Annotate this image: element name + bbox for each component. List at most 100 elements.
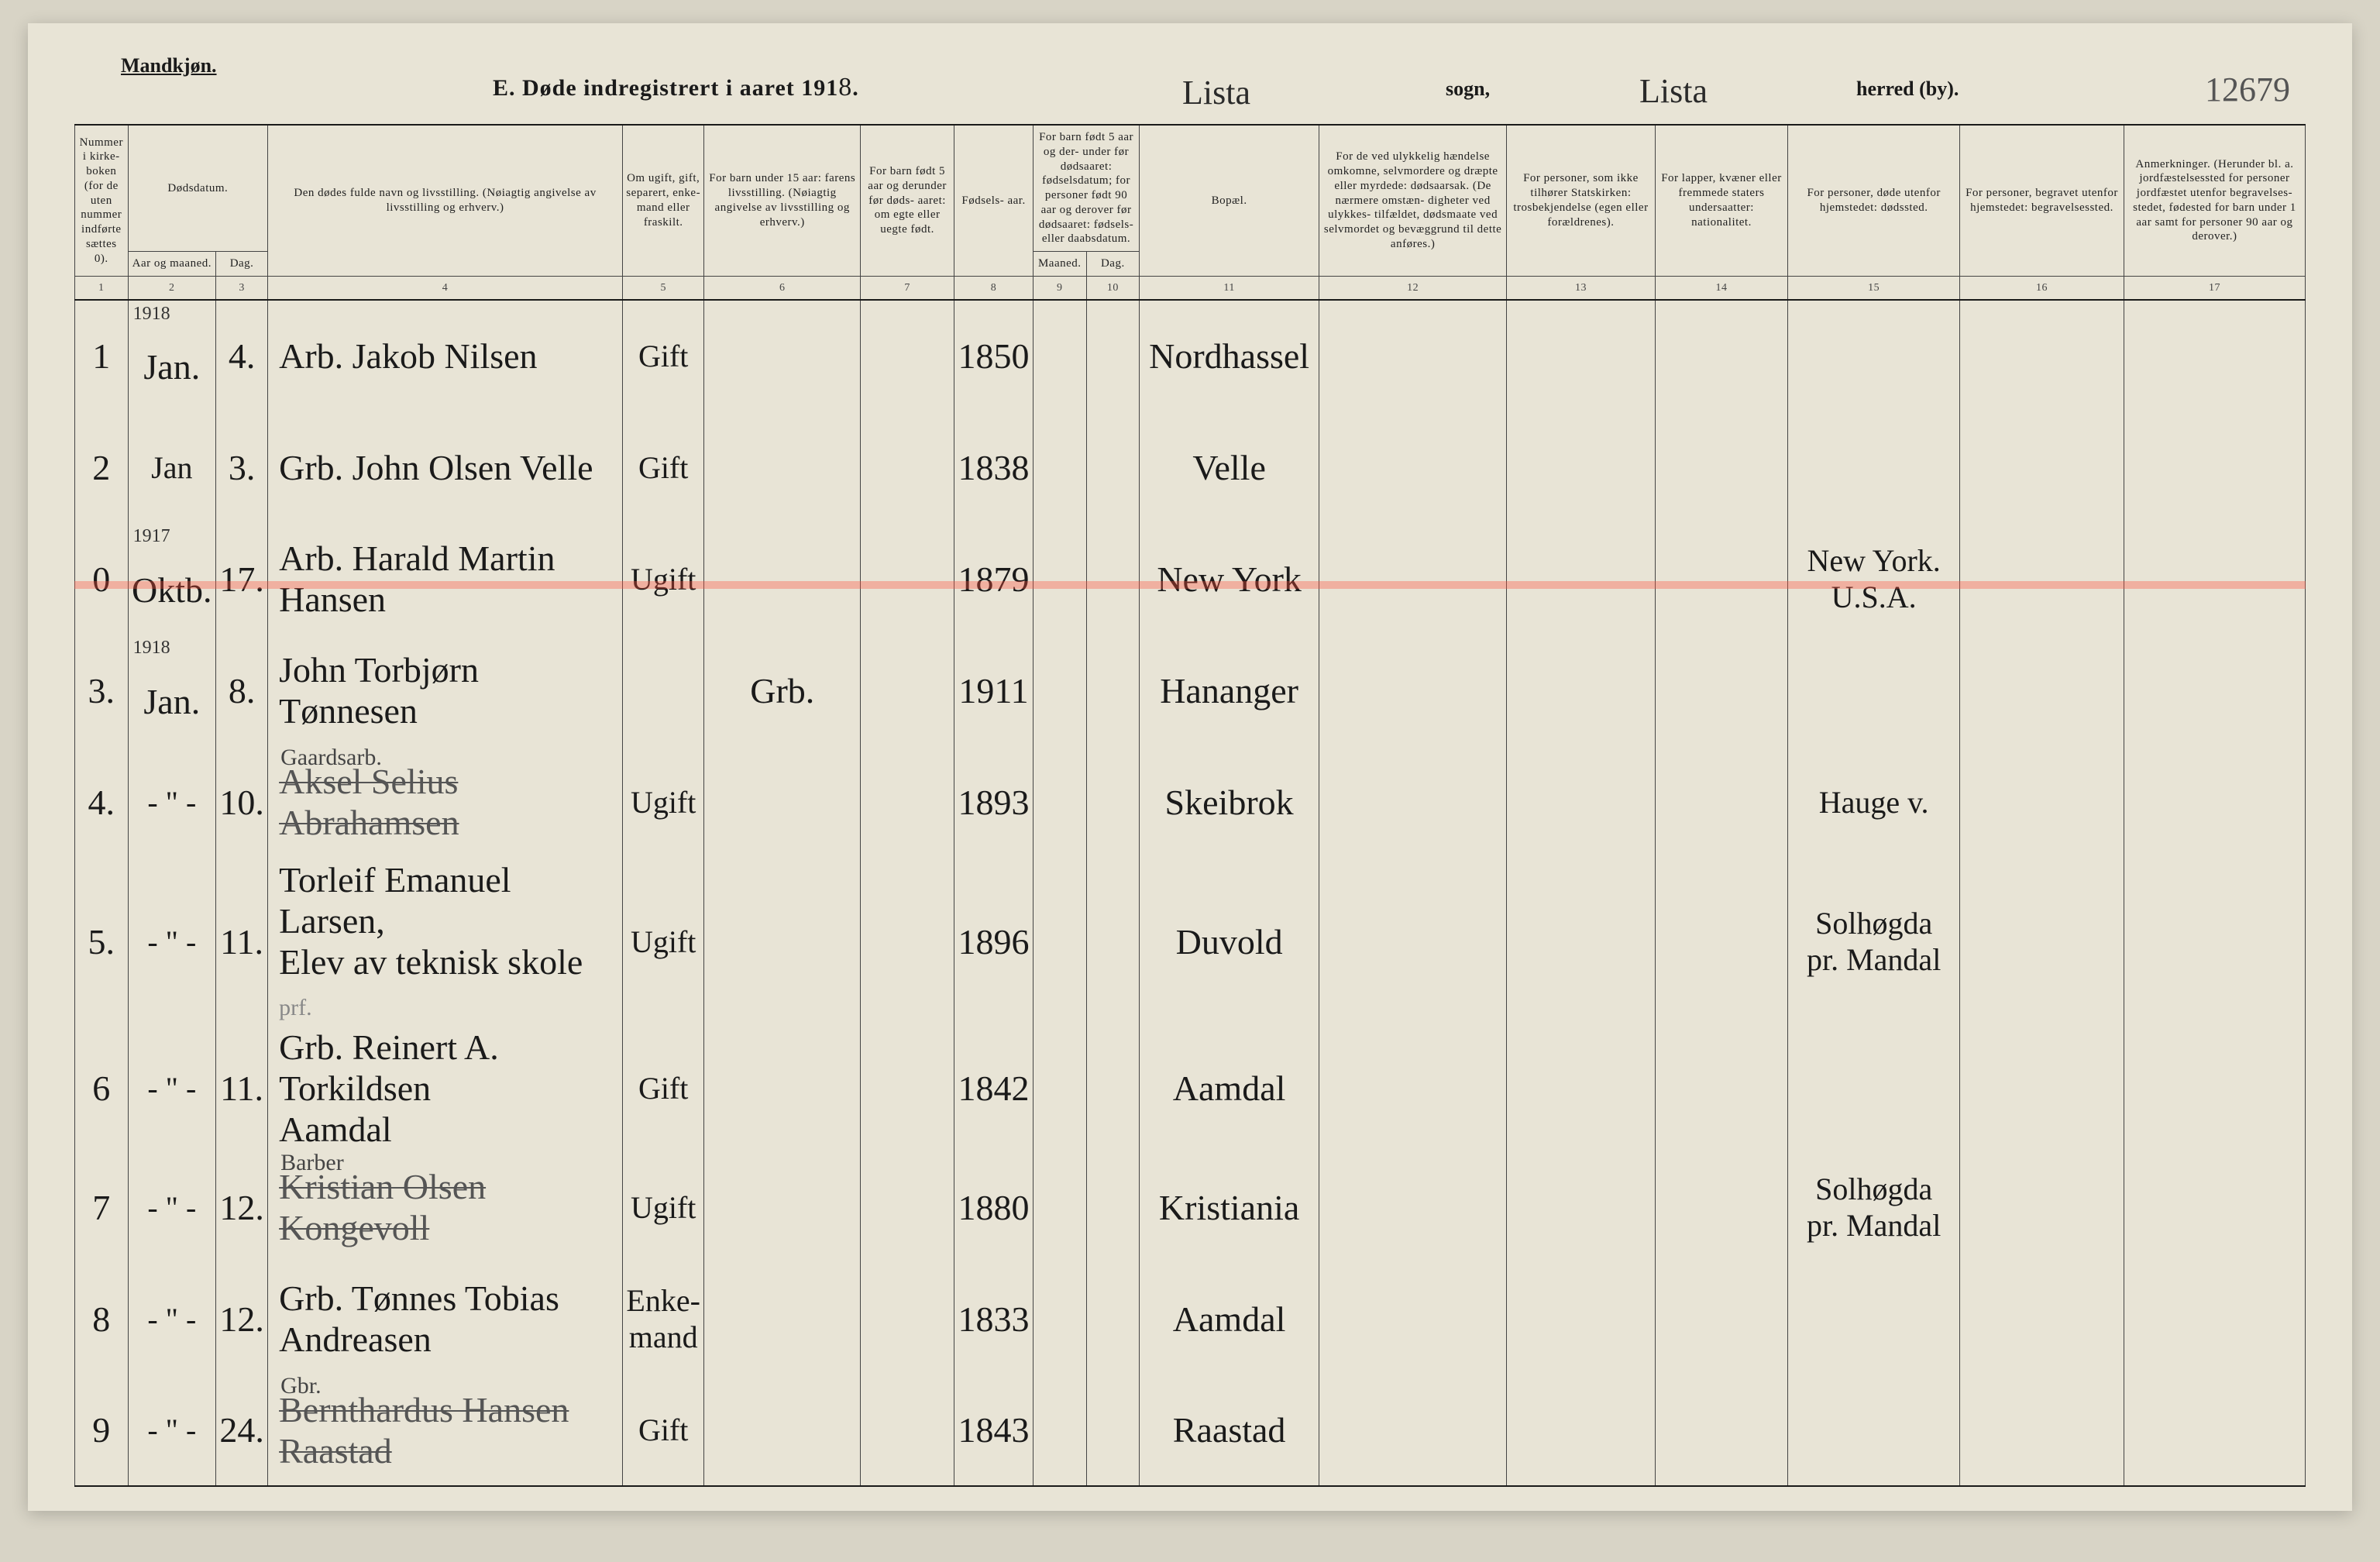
cell-num: 8 <box>75 1263 129 1374</box>
col-header-2: Aar og maaned. <box>128 252 215 277</box>
cell-legit <box>861 1151 954 1263</box>
cell-nationality <box>1655 300 1787 411</box>
cell-marital: Ugift <box>622 1151 703 1263</box>
cell-month: 1918Jan. <box>128 635 215 746</box>
cell-parent <box>704 523 861 635</box>
page-title: E. Døde indregistrert i aaret 1918. <box>493 73 859 102</box>
cell-cause <box>1319 858 1507 1025</box>
cell-name: Grb. Tønnes Tobias Andreasen <box>268 1263 623 1374</box>
cell-place: Velle <box>1140 411 1319 523</box>
colnum: 11 <box>1140 276 1319 300</box>
cell-birth: 1893 <box>954 746 1034 858</box>
table-header: Nummer i kirke- boken (for de uten numme… <box>75 125 2306 300</box>
cell-parent <box>704 300 861 411</box>
cell-cause <box>1319 1263 1507 1374</box>
ledger-table: Nummer i kirke- boken (for de uten numme… <box>74 124 2306 1487</box>
cell-nationality <box>1655 411 1787 523</box>
cell-remarks <box>2124 300 2305 411</box>
cell-deathplace: Solhøgdapr. Mandal <box>1788 1151 1960 1263</box>
cell-burial <box>1960 746 2124 858</box>
cell-deathplace <box>1788 1025 1960 1151</box>
cell-burial <box>1960 858 2124 1025</box>
cell-legit <box>861 635 954 746</box>
cell-legit <box>861 1263 954 1374</box>
cell-deathplace: Hauge v. <box>1788 746 1960 858</box>
col-header-4: Den dødes fulde navn og livsstilling. (N… <box>268 125 623 276</box>
ledger-page: Mandkjøn. E. Døde indregistrert i aaret … <box>28 23 2352 1511</box>
cell-nationality <box>1655 523 1787 635</box>
cell-legit <box>861 523 954 635</box>
table-row: 4.- " -10.Gaardsarb.Aksel Selius Abraham… <box>75 746 2306 858</box>
cell-name: John Torbjørn Tønnesen <box>268 635 623 746</box>
cell-num: 7 <box>75 1151 129 1263</box>
col-header-3: Dag. <box>216 252 268 277</box>
cell-name: Arb. Jakob Nilsen <box>268 300 623 411</box>
cell-day: 17. <box>216 523 268 635</box>
cell-place: Kristiania <box>1140 1151 1319 1263</box>
cell-nationality <box>1655 858 1787 1025</box>
col-header-15: For personer, døde utenfor hjemstedet: d… <box>1788 125 1960 276</box>
cell-cause <box>1319 411 1507 523</box>
cell-birth-day <box>1086 300 1140 411</box>
sogn-handwritten: Lista <box>1182 73 1250 112</box>
cell-cause <box>1319 1374 1507 1486</box>
colnum: 8 <box>954 276 1034 300</box>
col-header-fodselsdatum: For barn født 5 aar og der- under før dø… <box>1033 125 1139 252</box>
cell-birth-month <box>1033 1374 1086 1486</box>
cell-num: 2 <box>75 411 129 523</box>
cell-place: Nordhassel <box>1140 300 1319 411</box>
table-row: 2Jan3.Grb. John Olsen VelleGift1838Velle <box>75 411 2306 523</box>
cell-remarks <box>2124 746 2305 858</box>
cell-legit <box>861 300 954 411</box>
cell-month: - " - <box>128 746 215 858</box>
cell-birth-month <box>1033 300 1086 411</box>
cell-birth: 1911 <box>954 635 1034 746</box>
cell-burial <box>1960 1374 2124 1486</box>
cell-burial <box>1960 1025 2124 1151</box>
cell-birth: 1843 <box>954 1374 1034 1486</box>
cell-name: Arb. Harald Martin Hansen <box>268 523 623 635</box>
cell-burial <box>1960 635 2124 746</box>
cell-deathplace <box>1788 1374 1960 1486</box>
colnum: 13 <box>1507 276 1656 300</box>
cell-faith <box>1507 1374 1656 1486</box>
cell-name: Grb. John Olsen Velle <box>268 411 623 523</box>
colnum: 1 <box>75 276 129 300</box>
cell-cause <box>1319 746 1507 858</box>
cell-birth-month <box>1033 411 1086 523</box>
cell-birth-day <box>1086 746 1140 858</box>
cell-legit <box>861 1374 954 1486</box>
cell-month: - " - <box>128 1263 215 1374</box>
cell-remarks <box>2124 1025 2305 1151</box>
cell-birth-day <box>1086 523 1140 635</box>
cell-day: 11. <box>216 1025 268 1151</box>
cell-parent <box>704 746 861 858</box>
cell-faith <box>1507 635 1656 746</box>
cell-day: 24. <box>216 1374 268 1486</box>
table-row: 7- " -12.BarberKristian Olsen KongevollU… <box>75 1151 2306 1263</box>
cell-nationality <box>1655 1025 1787 1151</box>
colnum: 17 <box>2124 276 2305 300</box>
herred-handwritten: Lista <box>1639 71 1708 111</box>
col-header-17: Anmerkninger. (Herunder bl. a. jordfæste… <box>2124 125 2305 276</box>
cell-birth-day <box>1086 1263 1140 1374</box>
cell-marital: Ugift <box>622 523 703 635</box>
cell-faith <box>1507 1025 1656 1151</box>
cell-marital <box>622 635 703 746</box>
cell-remarks <box>2124 411 2305 523</box>
table-row: 9- " -24.Gbr.Bernthardus Hansen RaastadG… <box>75 1374 2306 1486</box>
cell-num: 3. <box>75 635 129 746</box>
cell-nationality <box>1655 1374 1787 1486</box>
colnum: 7 <box>861 276 954 300</box>
cell-faith <box>1507 746 1656 858</box>
col-header-1: Nummer i kirke- boken (for de uten numme… <box>75 125 129 276</box>
cell-name: BarberKristian Olsen Kongevoll <box>268 1151 623 1263</box>
colnum: 14 <box>1655 276 1787 300</box>
col-header-6: For barn under 15 aar: farens livsstilli… <box>704 125 861 276</box>
col-header-16: For personer, begravet utenfor hjemstede… <box>1960 125 2124 276</box>
cell-birth-month <box>1033 635 1086 746</box>
cell-cause <box>1319 523 1507 635</box>
cell-burial <box>1960 1151 2124 1263</box>
cell-parent <box>704 858 861 1025</box>
colnum: 16 <box>1960 276 2124 300</box>
